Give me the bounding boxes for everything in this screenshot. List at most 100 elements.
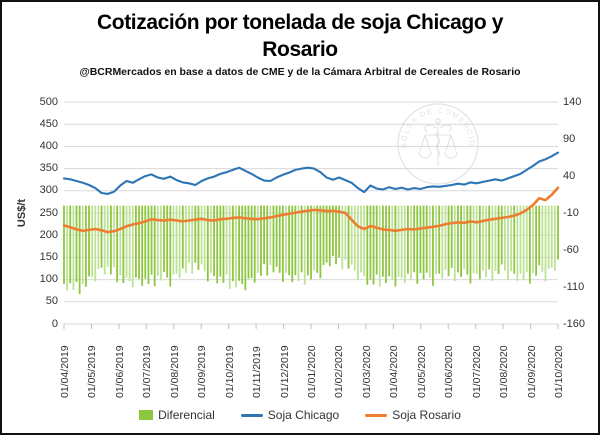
diferencial-bar bbox=[291, 205, 294, 283]
x-tick-label: 01/04/2019 bbox=[59, 345, 71, 398]
diferencial-bar bbox=[72, 205, 75, 290]
diferencial-bar bbox=[66, 205, 69, 291]
diferencial-bar bbox=[278, 205, 281, 273]
diferencial-bar bbox=[497, 205, 500, 275]
diferencial-bar bbox=[557, 205, 559, 260]
diferencial-bar bbox=[385, 205, 387, 283]
diferencial-bar bbox=[188, 205, 190, 263]
diferencial-bar bbox=[238, 205, 240, 281]
diferencial-bar bbox=[122, 205, 125, 283]
diferencial-bar bbox=[250, 205, 253, 279]
diferencial-bar bbox=[428, 205, 431, 278]
diferencial-bar bbox=[203, 205, 206, 272]
diferencial-bar bbox=[478, 205, 481, 280]
diferencial-bar bbox=[169, 205, 172, 287]
diferencial-bar bbox=[369, 205, 372, 280]
diferencial-bar bbox=[219, 205, 222, 277]
diferencial-bar bbox=[213, 205, 215, 276]
diferencial-bar bbox=[156, 205, 159, 276]
x-tick-label: 01/01/2020 bbox=[306, 345, 318, 398]
diferencial-bar bbox=[319, 205, 322, 279]
diferencial-bar bbox=[185, 205, 187, 273]
diferencial-bar bbox=[538, 205, 541, 266]
diferencial-bar bbox=[394, 205, 397, 287]
y-left-tick-label: 450 bbox=[39, 117, 58, 130]
diferencial-bar bbox=[435, 205, 437, 275]
diferencial-bar bbox=[241, 205, 244, 284]
diferencial-bar bbox=[147, 205, 150, 284]
diferencial-bar bbox=[400, 205, 403, 279]
x-tick-label: 01/02/2020 bbox=[333, 345, 346, 398]
x-tick-label: 01/09/2020 bbox=[525, 345, 538, 398]
soja-chicago-line bbox=[62, 151, 560, 195]
diferencial-bar bbox=[510, 205, 512, 272]
diferencial-bar bbox=[110, 205, 112, 275]
diferencial-bar bbox=[263, 205, 265, 265]
diferencial-bar bbox=[275, 205, 278, 267]
diferencial-bar bbox=[366, 205, 369, 285]
diferencial-bar bbox=[266, 205, 269, 276]
diferencial-bar bbox=[303, 205, 306, 285]
diferencial-bar bbox=[463, 205, 466, 269]
legend-item-soja-chicago: Soja Chicago bbox=[240, 408, 339, 422]
diferencial-bar bbox=[416, 205, 419, 284]
x-tick-label: 01/10/2019 bbox=[223, 345, 236, 398]
diferencial-bar bbox=[419, 205, 422, 273]
diferencial-bar bbox=[316, 205, 319, 273]
x-tick-label: 01/04/2020 bbox=[388, 345, 401, 398]
diferencial-bar bbox=[553, 205, 556, 271]
x-tick-label: 01/05/2020 bbox=[415, 345, 428, 398]
diferencial-bar bbox=[447, 205, 450, 277]
diferencial-bar bbox=[116, 205, 119, 283]
legend: Diferencial Soja Chicago Soja Rosario bbox=[2, 405, 598, 425]
diferencial-bar bbox=[272, 205, 275, 273]
y-left-tick-label: 500 bbox=[39, 95, 58, 108]
diferencial-bar bbox=[106, 205, 109, 267]
diferencial-bar bbox=[128, 205, 131, 281]
diferencial-bar bbox=[322, 205, 325, 265]
y-right-tick-label: 140 bbox=[563, 95, 582, 108]
y-right-tick-label: -10 bbox=[563, 206, 579, 219]
x-tick-label: 01/06/2019 bbox=[113, 345, 126, 398]
legend-line-swatch-icon bbox=[240, 413, 263, 417]
diferencial-bar bbox=[175, 205, 178, 274]
bcr-watermark-seal: BOLSA DE COMERCIO DE ROSARIO bbox=[397, 103, 479, 185]
plot-area: BOLSA DE COMERCIO DE ROSARIO bbox=[62, 101, 560, 329]
diferencial-bar bbox=[144, 205, 147, 279]
diferencial-bar bbox=[488, 205, 491, 270]
diferencial-bar bbox=[113, 205, 115, 268]
diferencial-bar bbox=[153, 205, 156, 287]
diferencial-bar bbox=[341, 205, 344, 270]
diferencial-bar bbox=[260, 205, 262, 276]
x-tick-label: 01/09/2019 bbox=[196, 345, 209, 398]
diferencial-bar bbox=[313, 205, 316, 271]
y-left-tick-label: 250 bbox=[39, 206, 58, 219]
x-tick-label: 01/07/2019 bbox=[141, 345, 154, 398]
x-tick-label: 01/06/2020 bbox=[443, 345, 456, 398]
diferencial-bar bbox=[285, 205, 287, 274]
x-tick-label: 01/10/2020 bbox=[553, 345, 565, 398]
diferencial-bar bbox=[69, 205, 72, 284]
caduceus-scales-icon bbox=[418, 118, 458, 166]
diferencial-bar bbox=[438, 205, 441, 274]
diferencial-bar bbox=[138, 205, 140, 279]
diferencial-bar bbox=[244, 205, 247, 291]
diferencial-bar bbox=[482, 205, 484, 271]
legend-label: Soja Rosario bbox=[392, 408, 461, 422]
diferencial-bar bbox=[163, 205, 165, 272]
diferencial-bar bbox=[91, 205, 94, 278]
diferencial-bar bbox=[210, 205, 212, 274]
y-right-tick-label: -110 bbox=[563, 280, 585, 293]
diferencial-bar bbox=[425, 205, 428, 273]
chart-subtitle: @BCRMercados en base a datos de CME y de… bbox=[79, 66, 521, 78]
diferencial-bar bbox=[125, 205, 128, 278]
diferencial-bar bbox=[88, 205, 90, 277]
diferencial-bar bbox=[216, 205, 219, 284]
diferencial-bar bbox=[541, 205, 544, 272]
diferencial-bar bbox=[63, 205, 65, 284]
diferencial-bar bbox=[103, 205, 106, 275]
diferencial-bar bbox=[84, 205, 87, 287]
y-right-tick-label: -60 bbox=[563, 243, 579, 256]
diferencial-bar bbox=[507, 205, 509, 280]
